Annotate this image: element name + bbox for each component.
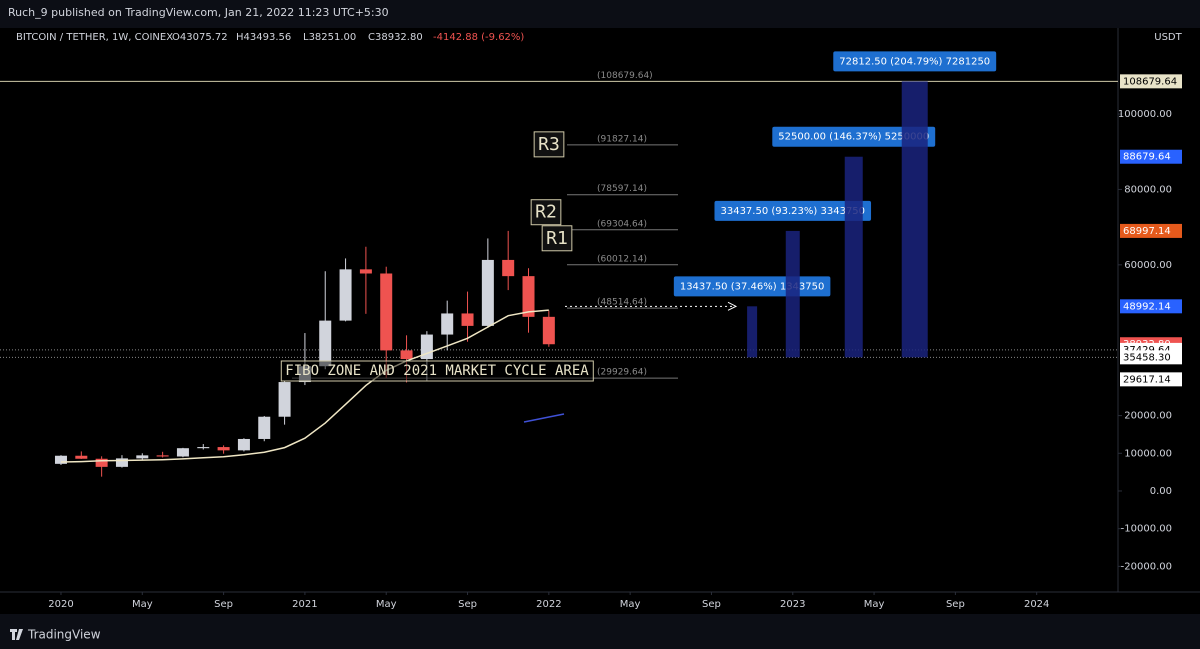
y-tick-label: 100000.00 <box>1118 109 1172 120</box>
annotation-box <box>541 225 573 252</box>
candle-body <box>136 455 149 459</box>
price-label-box <box>1120 223 1182 238</box>
price-label: 35458.30 <box>1123 352 1171 363</box>
x-tick-label: May <box>132 599 153 610</box>
projection-bar <box>785 230 800 358</box>
trend-line <box>523 413 565 423</box>
footer: TradingView <box>10 628 101 642</box>
candle-body <box>54 455 67 464</box>
price-label-box <box>1120 149 1182 164</box>
logo <box>10 629 23 640</box>
candle-body <box>176 448 189 457</box>
arrow-head <box>727 301 738 311</box>
candle-body <box>441 313 454 335</box>
x-tick-label: 2020 <box>48 599 73 610</box>
annotation-box <box>533 131 565 158</box>
ohlc-high: H43493.56 <box>236 32 291 43</box>
x-tick-label: 2024 <box>1024 599 1049 610</box>
projection-bar <box>747 306 758 358</box>
price-label-box <box>1120 74 1182 89</box>
candle-body <box>380 273 393 351</box>
price-label-box <box>1120 350 1182 365</box>
projection-label: 13437.50 (37.46%) 1343750 <box>680 281 825 292</box>
fib-level-label: (60012.14) <box>597 254 647 264</box>
candle-body <box>278 382 291 417</box>
annotation-box <box>530 199 562 226</box>
ohlc-close: C38932.80 <box>368 32 423 43</box>
x-tick-label: Sep <box>458 599 477 610</box>
ohlc-change: -4142.88 (-9.62%) <box>433 32 524 43</box>
projection-label-box <box>833 51 997 72</box>
candle-body <box>522 276 535 317</box>
fib-level-label: (48514.64) <box>597 298 647 308</box>
fib-level-label: (91827.14) <box>597 134 647 144</box>
x-tick-label: Sep <box>214 599 233 610</box>
candle-body <box>400 350 413 360</box>
y-tick-label: -10000.00 <box>1121 524 1172 535</box>
chart-pane <box>0 28 1200 614</box>
currency[interactable]: USDT <box>1154 32 1182 43</box>
annotation: R3 <box>538 134 560 155</box>
projection-bar <box>901 81 928 358</box>
projection-label: 52500.00 (146.37%) 5250000 <box>778 132 929 143</box>
price-label: 68997.14 <box>1123 226 1171 237</box>
projection-label-box <box>772 126 936 147</box>
projection-label: 33437.50 (93.23%) 3343750 <box>720 206 865 217</box>
x-tick-label: Sep <box>946 599 965 610</box>
x-tick-label: Sep <box>702 599 721 610</box>
candle-body <box>359 269 372 274</box>
annotation: R2 <box>535 202 557 223</box>
projection-bar <box>844 156 863 358</box>
y-tick-label: -20000.00 <box>1121 561 1172 572</box>
candle-body <box>461 313 474 326</box>
price-label-box <box>1120 299 1182 314</box>
candle-body <box>75 455 88 459</box>
price-label: 108679.64 <box>1123 76 1177 87</box>
fib-level-label: (108679.64) <box>597 71 653 81</box>
y-tick-label: 60000.00 <box>1124 260 1172 271</box>
x-tick-label: May <box>620 599 641 610</box>
x-tick-label: May <box>864 599 885 610</box>
y-tick-label: 10000.00 <box>1124 448 1172 459</box>
candle-body <box>217 447 230 451</box>
projection-label-box <box>714 200 872 221</box>
candle-body <box>542 316 555 345</box>
candle-body <box>481 259 494 326</box>
candle-body <box>237 438 250 451</box>
fib-level-label: (78597.14) <box>597 184 647 194</box>
x-tick-label: 2022 <box>536 599 561 610</box>
moving-average <box>60 309 549 463</box>
y-tick-label: 80000.00 <box>1124 184 1172 195</box>
annotation-box <box>280 360 594 382</box>
price-label-box <box>1120 372 1182 387</box>
x-tick-label: May <box>376 599 397 610</box>
footer-brand: TradingView <box>27 628 101 642</box>
x-tick-label: 2021 <box>292 599 317 610</box>
candle-body <box>258 416 271 439</box>
candle-body <box>115 458 128 467</box>
y-tick-label: 0.00 <box>1150 486 1172 497</box>
x-tick-label: 2023 <box>780 599 805 610</box>
annotation: FIBO ZONE AND 2021 MARKET CYCLE AREA <box>285 363 589 379</box>
fib-level-label: (69304.64) <box>597 219 647 229</box>
ohlc-low: L38251.00 <box>303 32 356 43</box>
fib-level-label: (29929.64) <box>597 368 647 378</box>
price-label: 29617.14 <box>1123 374 1171 385</box>
candle-body <box>95 458 108 467</box>
annotation: R1 <box>546 228 568 249</box>
candle-body <box>319 320 332 367</box>
publisher: Ruch_9 published on TradingView.com, Jan… <box>8 6 389 19</box>
ohlc-open: O43075.72 <box>172 32 228 43</box>
y-tick-label: 20000.00 <box>1124 411 1172 422</box>
symbol-name: BITCOIN / TETHER, 1W, COINEX <box>16 32 173 43</box>
candle-body <box>156 455 169 457</box>
candle-body <box>339 269 352 321</box>
price-label: 88679.64 <box>1123 152 1171 163</box>
projection-label: 72812.50 (204.79%) 7281250 <box>839 56 990 67</box>
candle-body <box>502 259 515 277</box>
candle-body <box>197 447 210 449</box>
price-label: 48992.14 <box>1123 301 1171 312</box>
